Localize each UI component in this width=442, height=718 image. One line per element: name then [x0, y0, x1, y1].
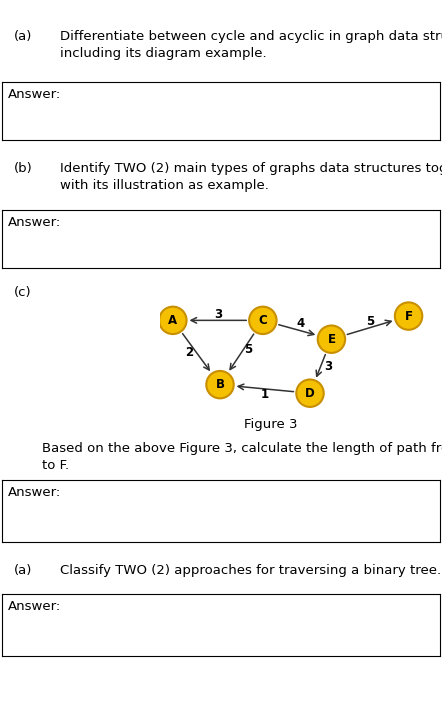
Text: D: D [305, 387, 315, 400]
Circle shape [296, 380, 324, 407]
Text: Answer:: Answer: [8, 216, 61, 229]
Circle shape [249, 307, 277, 334]
Text: (a): (a) [14, 30, 32, 43]
Text: A: A [168, 314, 177, 327]
Text: 5: 5 [366, 315, 374, 328]
Text: Based on the above Figure 3, calculate the length of path from A
to F.: Based on the above Figure 3, calculate t… [42, 442, 442, 472]
Text: B: B [216, 378, 225, 391]
Text: Answer:: Answer: [8, 600, 61, 613]
Text: Classify TWO (2) approaches for traversing a binary tree.: Classify TWO (2) approaches for traversi… [60, 564, 441, 577]
Text: 3: 3 [214, 308, 222, 321]
Text: F: F [404, 309, 412, 322]
Text: 5: 5 [244, 342, 252, 355]
Text: E: E [328, 332, 335, 345]
Text: 4: 4 [297, 317, 305, 330]
Text: (b): (b) [14, 162, 33, 175]
Text: 3: 3 [324, 360, 332, 373]
Text: Identify TWO (2) main types of graphs data structures together
with its illustra: Identify TWO (2) main types of graphs da… [60, 162, 442, 192]
Text: Answer:: Answer: [8, 486, 61, 499]
Text: 1: 1 [261, 388, 269, 401]
Text: Differentiate between cycle and acyclic in graph data structure
including its di: Differentiate between cycle and acyclic … [60, 30, 442, 60]
Text: Figure 3: Figure 3 [244, 418, 298, 431]
Text: C: C [259, 314, 267, 327]
Text: 2: 2 [185, 346, 193, 359]
Circle shape [395, 302, 422, 330]
Circle shape [206, 371, 234, 398]
Text: (a): (a) [14, 564, 32, 577]
Text: Answer:: Answer: [8, 88, 61, 101]
Circle shape [318, 325, 345, 353]
Text: (c): (c) [14, 286, 32, 299]
Circle shape [159, 307, 187, 334]
